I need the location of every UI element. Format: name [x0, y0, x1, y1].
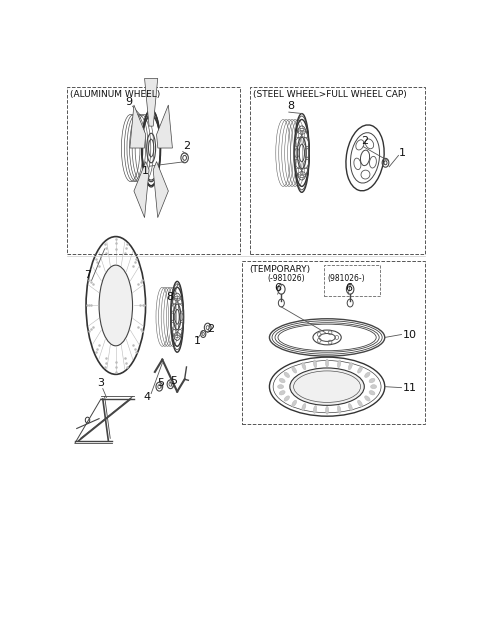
- Ellipse shape: [302, 363, 306, 370]
- Text: 1: 1: [399, 148, 406, 158]
- Ellipse shape: [284, 396, 289, 401]
- Text: (-981026): (-981026): [267, 274, 305, 283]
- Ellipse shape: [279, 378, 285, 383]
- Text: 5: 5: [157, 378, 164, 388]
- Text: (TEMPORARY): (TEMPORARY): [250, 265, 311, 273]
- Text: 2: 2: [183, 141, 190, 151]
- Ellipse shape: [369, 390, 375, 395]
- Ellipse shape: [358, 400, 362, 406]
- Text: 7: 7: [84, 270, 92, 281]
- Polygon shape: [144, 79, 158, 126]
- Ellipse shape: [290, 368, 364, 405]
- Text: 1: 1: [142, 166, 149, 176]
- Ellipse shape: [348, 363, 352, 370]
- Polygon shape: [153, 162, 168, 218]
- Text: 1: 1: [194, 336, 201, 346]
- Ellipse shape: [99, 265, 132, 346]
- Ellipse shape: [337, 360, 341, 367]
- Polygon shape: [156, 105, 172, 148]
- Ellipse shape: [279, 390, 285, 395]
- Ellipse shape: [292, 367, 297, 373]
- Text: (981026-): (981026-): [328, 274, 365, 283]
- Ellipse shape: [348, 404, 352, 411]
- Ellipse shape: [365, 373, 370, 378]
- Text: (STEEL WHEEL>FULL WHEEL CAP): (STEEL WHEEL>FULL WHEEL CAP): [253, 91, 407, 100]
- Text: 4: 4: [144, 392, 151, 403]
- Text: 11: 11: [403, 383, 417, 392]
- Text: 10: 10: [403, 330, 417, 339]
- Ellipse shape: [325, 406, 329, 414]
- Text: 3: 3: [97, 378, 105, 388]
- Ellipse shape: [337, 406, 341, 413]
- Text: 2: 2: [361, 135, 369, 146]
- Text: (ALUMINUM WHEEL): (ALUMINUM WHEEL): [71, 91, 161, 100]
- Polygon shape: [130, 105, 146, 148]
- Text: 9: 9: [125, 97, 132, 107]
- Text: 6: 6: [345, 283, 352, 293]
- Ellipse shape: [284, 373, 289, 378]
- Text: 8: 8: [166, 291, 173, 302]
- Ellipse shape: [292, 400, 297, 406]
- Text: 8: 8: [287, 101, 294, 111]
- Ellipse shape: [277, 385, 284, 389]
- Ellipse shape: [369, 378, 375, 383]
- Ellipse shape: [313, 406, 317, 413]
- Polygon shape: [134, 162, 149, 218]
- Ellipse shape: [358, 367, 362, 373]
- Text: 5: 5: [170, 376, 177, 386]
- Ellipse shape: [371, 385, 377, 389]
- Text: 2: 2: [207, 323, 214, 334]
- Ellipse shape: [365, 396, 370, 401]
- Ellipse shape: [302, 404, 306, 411]
- Ellipse shape: [313, 360, 317, 367]
- Text: 6: 6: [274, 283, 281, 293]
- Ellipse shape: [325, 359, 329, 367]
